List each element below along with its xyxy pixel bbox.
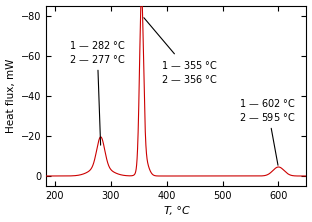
Text: $\it{1}$ — 602 °C
$\it{2}$ — 595 °C: $\it{1}$ — 602 °C $\it{2}$ — 595 °C — [239, 97, 296, 165]
X-axis label: T, °C: T, °C — [163, 206, 189, 216]
Text: $\it{1}$ — 282 °C
$\it{2}$ — 277 °C: $\it{1}$ — 282 °C $\it{2}$ — 277 °C — [69, 39, 126, 145]
Text: $\it{1}$ — 355 °C
$\it{2}$ — 356 °C: $\it{1}$ — 355 °C $\it{2}$ — 356 °C — [144, 18, 218, 85]
Y-axis label: Heat flux, mW: Heat flux, mW — [6, 59, 16, 133]
